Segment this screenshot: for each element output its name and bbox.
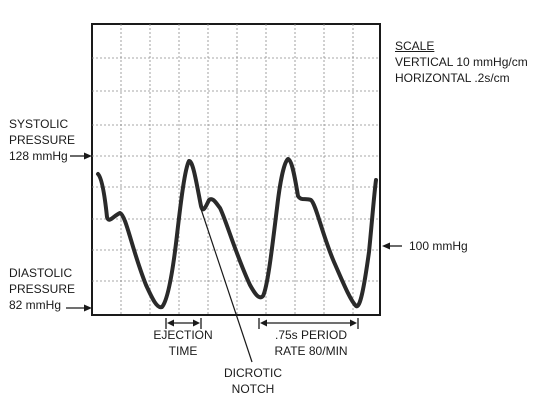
systolic-line2: PRESSURE [9, 133, 76, 147]
systolic-value: 128 mmHg [9, 149, 68, 163]
scale-title: SCALE [395, 39, 435, 53]
systolic-label: SYSTOLIC PRESSURE 128 mmHg [9, 116, 75, 164]
scale-vertical: VERTICAL 10 mmHg/cm [395, 55, 528, 69]
pressure-waveform [96, 157, 378, 310]
systolic-arrow [70, 152, 92, 160]
scale-horizontal: HORIZONTAL .2s/cm [395, 71, 510, 85]
diastolic-value: 82 mmHg [9, 298, 62, 312]
diastolic-line2: PRESSURE [9, 282, 76, 296]
notch-label: DICROTIC NOTCH [224, 365, 282, 397]
notch-leader [200, 208, 253, 363]
period-label: .75s PERIOD RATE 80/MIN [274, 327, 347, 359]
period-line2: RATE 80/MIN [274, 344, 348, 358]
diastolic-arrow [66, 304, 92, 312]
reference-arrow [382, 242, 402, 250]
ejection-bracket [165, 318, 202, 329]
diastolic-line1: DIASTOLIC [9, 266, 73, 280]
ejection-line1: EJECTION [153, 328, 213, 342]
notch-line2: NOTCH [231, 382, 275, 396]
notch-line1: DICROTIC [224, 366, 282, 380]
period-line1: .75s PERIOD [274, 328, 348, 342]
reference-value: 100 mmHg [409, 239, 468, 253]
period-bracket [258, 318, 359, 329]
reference-label: 100 mmHg [409, 238, 468, 254]
systolic-line1: SYSTOLIC [9, 117, 69, 131]
diastolic-label: DIASTOLIC PRESSURE 82 mmHg [9, 265, 75, 313]
scale-block: SCALE VERTICAL 10 mmHg/cm HORIZONTAL .2s… [395, 38, 528, 86]
ejection-label: EJECTION TIME [153, 327, 212, 359]
ejection-line2: TIME [168, 344, 198, 358]
